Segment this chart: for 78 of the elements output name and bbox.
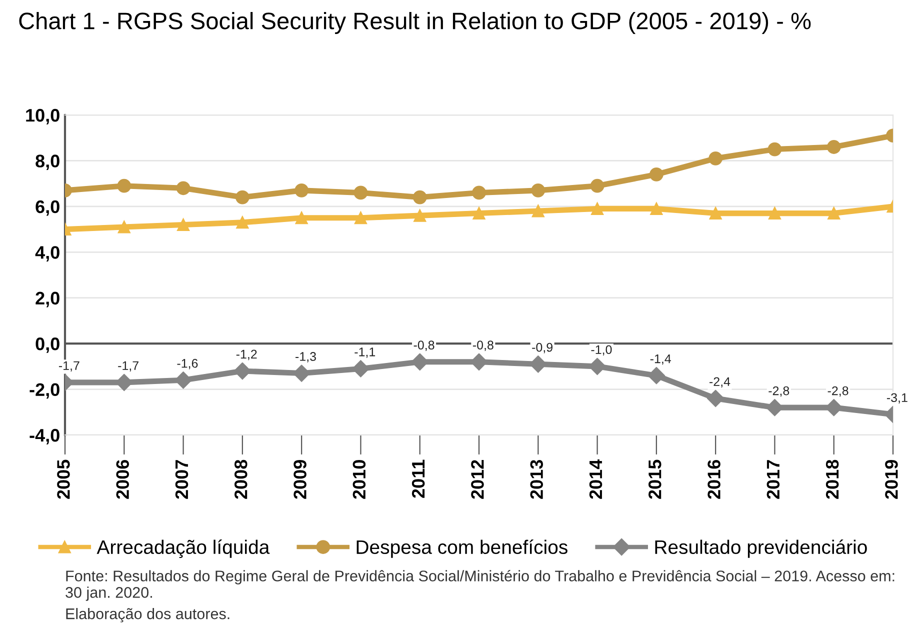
data-label: -1,7: [58, 361, 80, 372]
y-tick-label: 4,0: [35, 246, 60, 262]
point: [118, 220, 130, 234]
y-tick-label: 2,0: [36, 292, 60, 308]
data-label: -0,8: [414, 340, 434, 351]
y-tick-label: -4,0: [30, 428, 60, 444]
point: [414, 209, 426, 222]
point: [236, 216, 249, 229]
point: [532, 204, 544, 218]
data-label: -1,3: [296, 352, 316, 362]
y-tick-label: 8,0: [36, 154, 60, 170]
point: [295, 212, 308, 224]
x-tick-label: 2007: [175, 460, 188, 499]
legend-label: Resultado previdenciário: [655, 540, 867, 558]
point: [117, 178, 132, 193]
point: [472, 186, 486, 200]
point: [531, 183, 546, 198]
point: [411, 353, 428, 370]
point: [234, 362, 251, 380]
point: [412, 190, 427, 204]
point: [472, 207, 486, 220]
x-tick-label: 2018: [826, 460, 839, 499]
y-tick-label: 0,0: [36, 338, 60, 353]
point: [174, 372, 192, 389]
data-label: -1,6: [177, 358, 198, 370]
data-label: -0,9: [532, 342, 552, 354]
data-label: -0,8: [472, 340, 494, 351]
x-tick-label: 2013: [530, 460, 544, 499]
data-label: -1,7: [118, 361, 138, 372]
data-label: -1,4: [650, 354, 671, 365]
point: [176, 181, 190, 196]
data-label: -1,0: [591, 345, 612, 356]
x-tick-label: 2009: [294, 460, 306, 499]
data-label: -1,2: [236, 350, 257, 360]
point: [650, 202, 663, 215]
y-tick-label: 10,0: [26, 108, 60, 124]
x-tick-label: 2015: [648, 460, 662, 499]
point: [648, 367, 665, 384]
point: [354, 186, 368, 200]
point: [826, 140, 841, 154]
point: [828, 207, 840, 220]
point: [708, 151, 723, 166]
point: [591, 202, 604, 215]
x-tick-label: 2006: [116, 460, 129, 499]
point: [354, 212, 367, 224]
point: [352, 360, 370, 378]
y-tick-label: -2,0: [30, 383, 60, 399]
x-tick-label: 2011: [412, 460, 425, 498]
data-label: -2,8: [768, 386, 790, 397]
point: [177, 218, 190, 231]
text: Elaboração dos autores.: [66, 608, 230, 622]
x-tick-label: 2008: [234, 460, 248, 499]
point: [768, 207, 781, 220]
chart-title: Chart 1 - RGPS Social Security Result in Relation to GDP (2005 - 2019) - %: [19, 12, 811, 34]
point: [768, 142, 782, 156]
point: [649, 167, 664, 182]
legend-label: Arrecadação líquida: [96, 540, 270, 558]
legend-label: Despesa com benefícios: [356, 540, 568, 558]
point: [293, 364, 310, 382]
x-tick-label: 2016: [708, 460, 720, 499]
point: [707, 390, 724, 407]
point: [235, 190, 250, 204]
data-label: -2,8: [828, 386, 848, 397]
x-tick-label: 2017: [766, 460, 780, 499]
point: [530, 356, 547, 373]
data-label: -2,4: [710, 377, 730, 388]
x-tick-label: 2012: [471, 460, 484, 499]
x-tick-label: 2010: [352, 460, 366, 499]
x-tick-label: 2014: [589, 459, 602, 499]
data-label: -3,1: [886, 393, 908, 404]
point: [590, 178, 604, 193]
point: [709, 207, 722, 220]
data-label: -1,1: [354, 348, 376, 358]
x-tick-label: 2019: [885, 460, 898, 499]
source-note: Fonte: Resultados do Regime Geral de Previdência Social/Ministério do Trabalho e Previdência Social – 2019. Acesso em: 30 jan. 2020.: [66, 570, 894, 601]
point: [294, 183, 309, 198]
x-tick-label: 2005: [57, 460, 70, 499]
y-tick-label: 6,0: [36, 200, 60, 216]
